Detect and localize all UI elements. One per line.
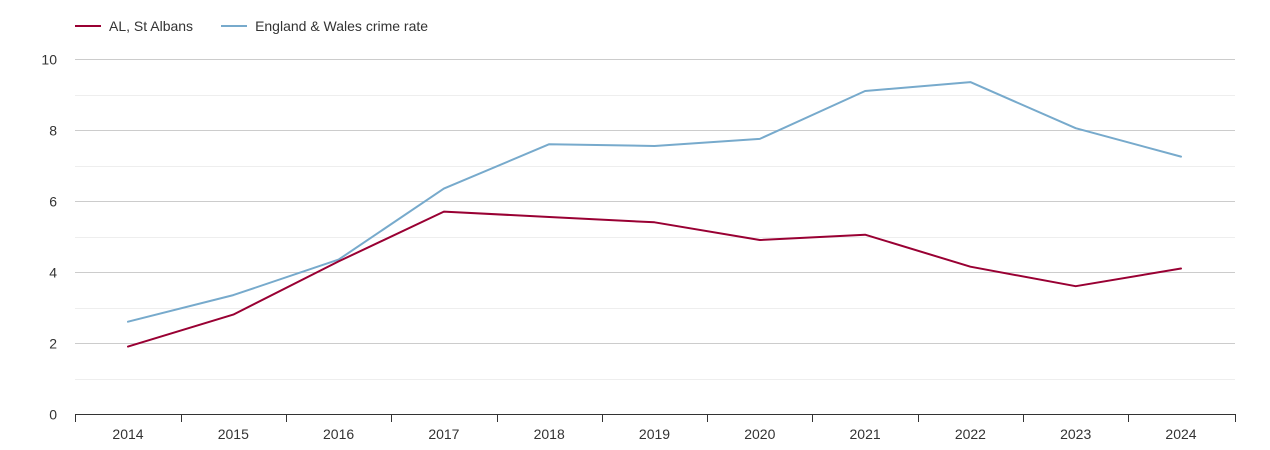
legend-swatch-england-wales bbox=[221, 25, 248, 27]
x-tick-label: 2014 bbox=[112, 426, 143, 442]
legend-swatch-st-albans bbox=[75, 25, 101, 27]
x-tick-label: 2023 bbox=[1060, 426, 1091, 442]
x-tick-label: 2017 bbox=[428, 426, 459, 442]
y-tick-label: 0 bbox=[49, 407, 57, 423]
series-line-england-wales bbox=[127, 81, 1182, 323]
series-line-st-albans bbox=[127, 210, 1182, 348]
y-tick-label: 6 bbox=[49, 194, 57, 210]
legend-item-england-wales[interactable]: England & Wales crime rate bbox=[221, 18, 428, 34]
x-tick-label: 2022 bbox=[955, 426, 986, 442]
y-tick-label: 10 bbox=[41, 52, 57, 68]
legend-label-st-albans: AL, St Albans bbox=[109, 18, 194, 34]
x-tick-label: 2019 bbox=[639, 426, 670, 442]
x-tick-label: 2021 bbox=[850, 426, 881, 442]
x-tick-label: 2018 bbox=[534, 426, 565, 442]
x-tick-label: 2020 bbox=[744, 426, 775, 442]
legend-item-st-albans[interactable]: AL, St Albans bbox=[75, 18, 193, 34]
y-tick-label: 2 bbox=[49, 336, 57, 352]
y-tick-label: 4 bbox=[49, 265, 57, 281]
legend-label-england-wales: England & Wales crime rate bbox=[255, 18, 429, 34]
y-tick-label: 8 bbox=[49, 123, 57, 139]
x-axis: 2014 2015 2016 2017 2018 2019 2020 2021 2022 2023… bbox=[75, 414, 1236, 442]
y-axis: 0 2 4 6 8 10 bbox=[41, 52, 57, 423]
x-tick-label: 2016 bbox=[323, 426, 354, 442]
x-tick-label: 2015 bbox=[218, 426, 249, 442]
chart-legend: AL, St Albans England & Wales crime rate bbox=[75, 14, 428, 38]
series-lines bbox=[127, 81, 1182, 348]
grid-lines bbox=[75, 59, 1235, 380]
x-tick-label: 2024 bbox=[1165, 426, 1196, 442]
